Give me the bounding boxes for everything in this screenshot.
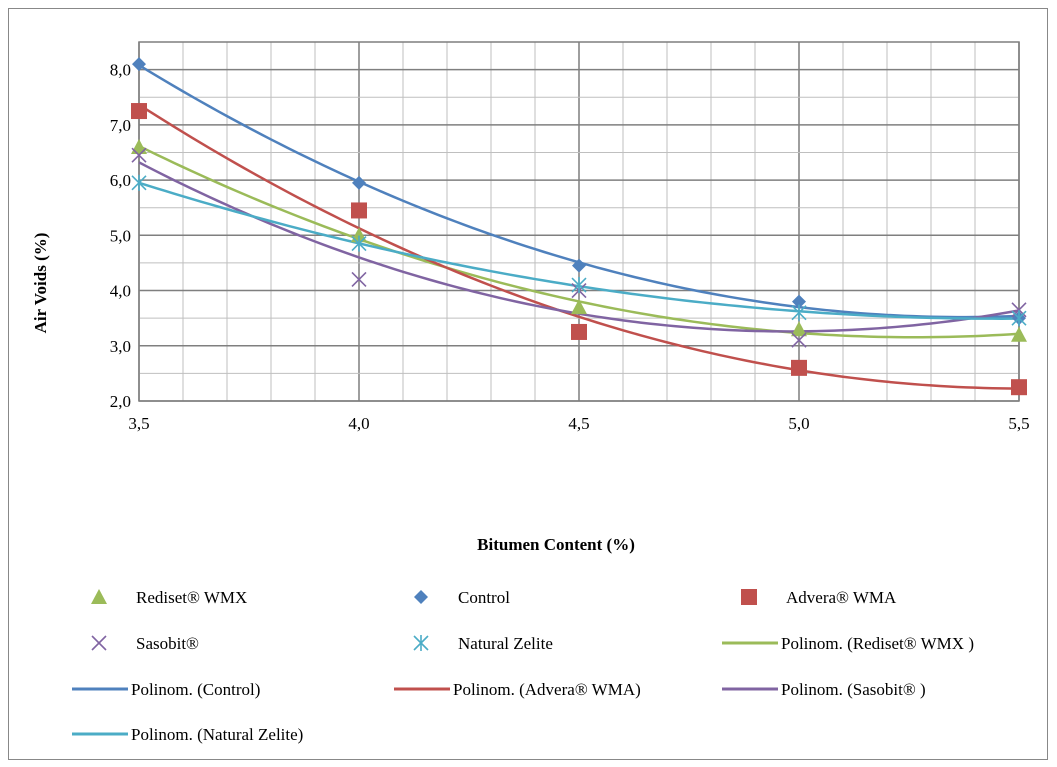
trend-line-2 [138, 103, 1020, 390]
x-marker-stroke [131, 147, 147, 163]
legend-item: Rediset® WMX [91, 588, 247, 607]
legend-label: Rediset® WMX [136, 588, 247, 607]
square-marker [131, 103, 147, 120]
diamond-marker [414, 590, 428, 604]
data-markers [131, 57, 1027, 396]
legend-label: Polinom. (Natural Zelite) [131, 725, 303, 744]
diamond-marker [132, 57, 146, 72]
legend-label: Natural Zelite [458, 634, 553, 653]
axes [138, 41, 1020, 402]
legend: Rediset® WMX Control Advera® WMA Sasobit® Na… [72, 588, 974, 744]
data-point-3 [351, 271, 367, 288]
triangle-marker [571, 299, 587, 315]
square-marker [571, 323, 587, 340]
data-point-1 [352, 175, 366, 190]
square-marker [791, 359, 807, 376]
x-marker-stroke [351, 271, 367, 288]
data-point-0 [1011, 326, 1027, 342]
data-point-3 [131, 147, 147, 163]
y-tick-label: 7,0 [110, 116, 131, 135]
x-marker-stroke [791, 332, 807, 348]
data-point-4 [791, 304, 807, 321]
legend-label: Polinom. (Rediset® WMX ) [781, 634, 974, 653]
data-point-4 [571, 277, 587, 294]
y-tick-label: 8,0 [110, 61, 131, 80]
legend-marker [741, 589, 757, 605]
legend-label: Polinom. (Advera® WMA) [453, 680, 641, 699]
legend-marker [91, 635, 107, 651]
y-tick-label: 4,0 [110, 282, 131, 301]
x-marker-stroke [91, 635, 107, 651]
data-point-0 [791, 321, 807, 337]
legend-marker [414, 590, 428, 604]
data-point-2 [791, 359, 807, 376]
triangle-marker [791, 321, 807, 337]
data-point-2 [1011, 379, 1027, 396]
data-point-1 [792, 294, 806, 309]
legend-item: Polinom. (Advera® WMA) [394, 680, 641, 699]
legend-label: Polinom. (Control) [131, 680, 260, 699]
legend-item: Natural Zelite [413, 634, 553, 653]
data-point-2 [351, 202, 367, 219]
legend-item: Polinom. (Rediset® WMX ) [722, 634, 974, 653]
x-tick-label: 5,0 [788, 414, 809, 433]
legend-item: Polinom. (Sasobit® ) [722, 680, 926, 699]
plot-area-border [138, 41, 1020, 402]
data-point-0 [131, 138, 147, 154]
data-point-0 [571, 299, 587, 315]
legend-marker [413, 635, 429, 651]
square-marker [1011, 379, 1027, 396]
diamond-marker [792, 294, 806, 309]
y-tick-label: 6,0 [110, 171, 131, 190]
legend-item: Control [414, 588, 510, 607]
data-point-1 [572, 258, 586, 273]
legend-item: Polinom. (Natural Zelite) [72, 725, 303, 744]
tick-labels: 3,5 4,0 4,5 5,0 5,5 2,0 3,0 4,0 5,0 6,0 7,0 8,0 [110, 61, 1030, 433]
legend-item: Sasobit® [91, 634, 199, 653]
x-tick-label: 3,5 [128, 414, 149, 433]
data-point-2 [131, 103, 147, 120]
data-point-4 [1011, 310, 1027, 327]
data-point-4 [351, 235, 367, 252]
diamond-marker [572, 258, 586, 273]
legend-label: Polinom. (Sasobit® ) [781, 680, 926, 699]
triangle-marker [1011, 326, 1027, 342]
data-point-1 [132, 57, 146, 72]
y-tick-label: 3,0 [110, 337, 131, 356]
legend-marker [91, 589, 107, 604]
chart-frame: 3,5 4,0 4,5 5,0 5,5 2,0 3,0 4,0 5,0 6,0 7,0 8,0 Bit… [8, 8, 1048, 760]
diamond-marker [352, 175, 366, 190]
legend-label: Sasobit® [136, 634, 199, 653]
legend-label: Advera® WMA [786, 588, 897, 607]
square-marker [741, 589, 757, 605]
data-point-3 [791, 332, 807, 348]
x-tick-label: 5,5 [1008, 414, 1029, 433]
y-axis-title: Air Voids (%) [31, 233, 50, 334]
x-tick-label: 4,5 [568, 414, 589, 433]
x-tick-label: 4,0 [348, 414, 369, 433]
legend-item: Polinom. (Control) [72, 680, 260, 699]
data-point-4 [131, 174, 147, 191]
legend-label: Control [458, 588, 510, 607]
data-point-2 [571, 323, 587, 340]
triangle-marker [131, 138, 147, 154]
y-tick-label: 5,0 [110, 226, 131, 245]
square-marker [351, 202, 367, 219]
legend-item: Advera® WMA [741, 588, 897, 607]
triangle-marker [91, 589, 107, 604]
air-voids-chart: 3,5 4,0 4,5 5,0 5,5 2,0 3,0 4,0 5,0 6,0 7,0 8,0 Bit… [31, 41, 1030, 744]
x-axis-title: Bitumen Content (%) [477, 535, 635, 554]
y-tick-label: 2,0 [110, 392, 131, 411]
